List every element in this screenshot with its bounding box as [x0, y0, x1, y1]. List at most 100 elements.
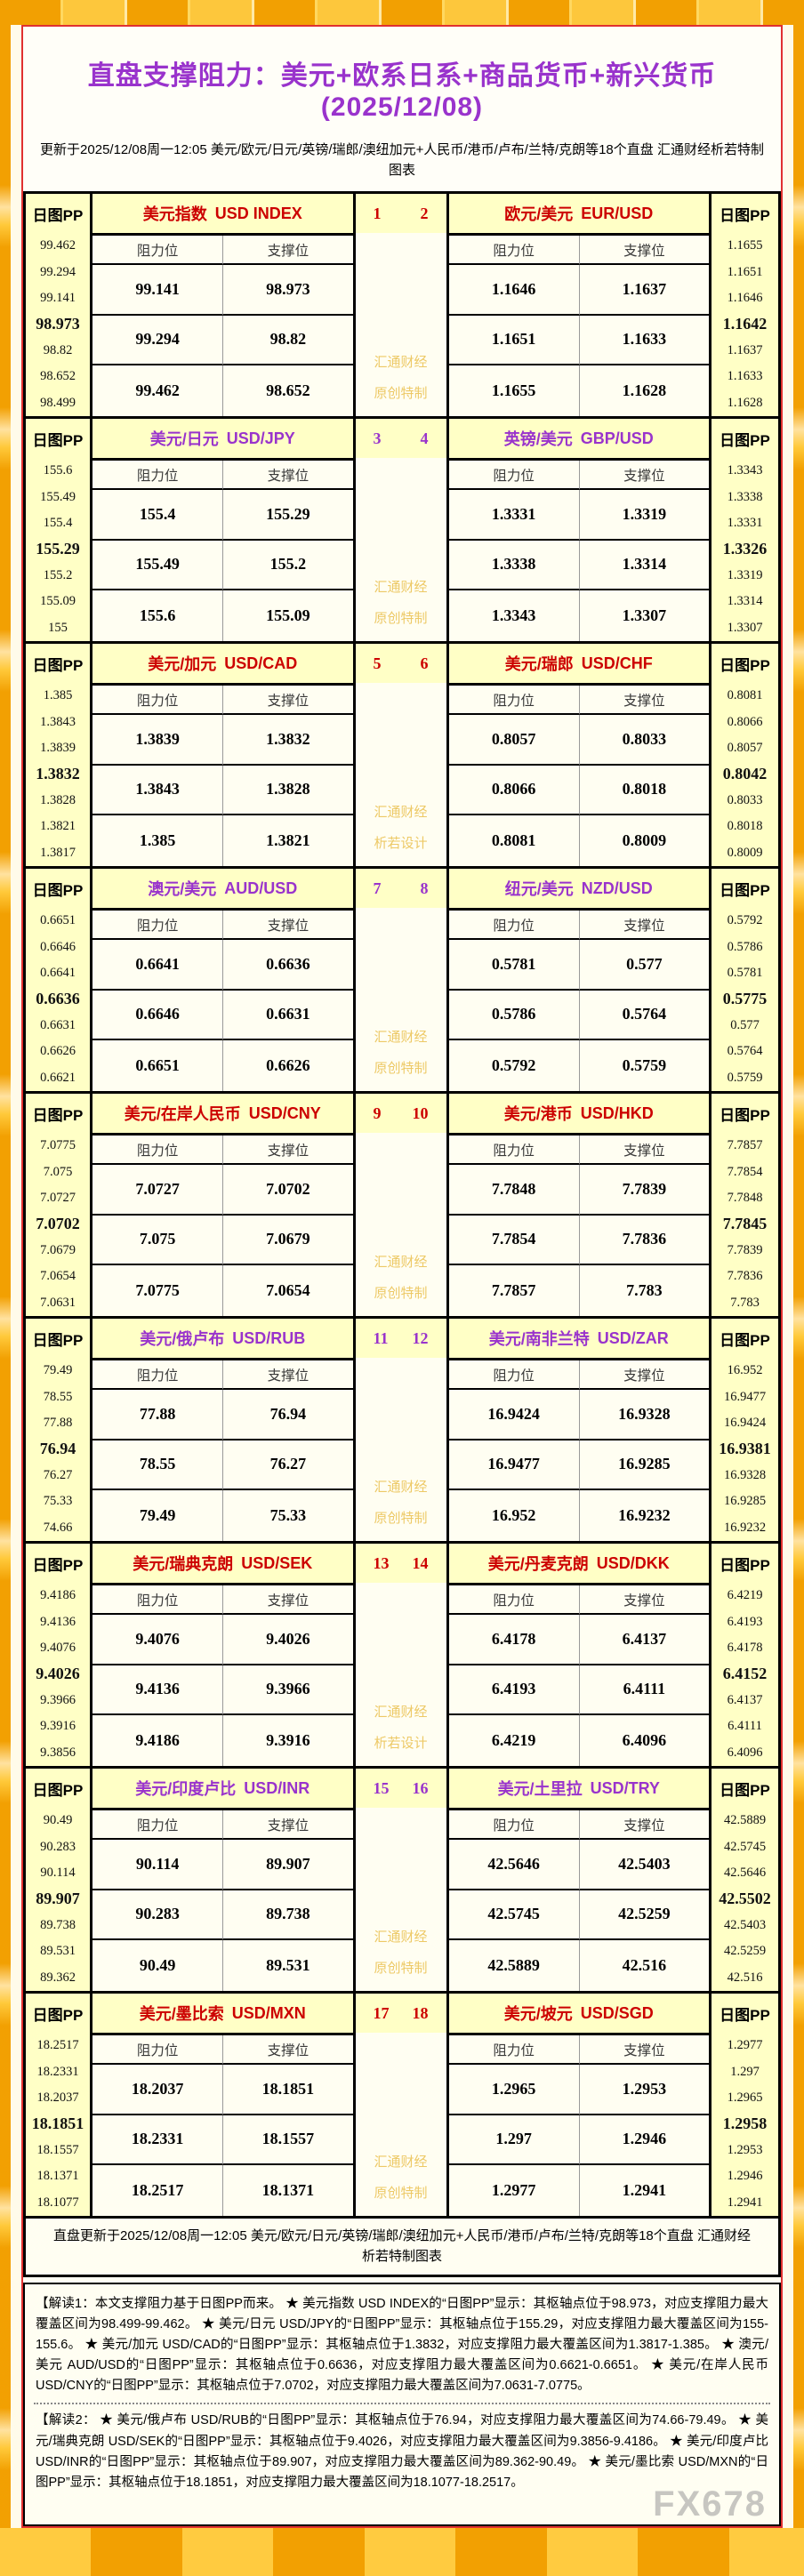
- pp-value: 76.27: [43, 1467, 73, 1482]
- support-resistance-table: 日图PP 99.462 99.294 99.141 98.973 98.82 9…: [23, 191, 781, 2219]
- pp-value: 0.6641: [40, 966, 76, 981]
- support-value: 1.3319: [578, 490, 709, 541]
- support-value: 1.3307: [578, 590, 709, 641]
- pair-name-cn: 纽元/美元: [504, 880, 574, 898]
- support-value: 1.3828: [222, 765, 353, 816]
- levels-table: 阻力位 支撑位 0.5781 0.577 0.5786 0.5764 0.579…: [448, 911, 709, 1091]
- pp-value: 90.283: [40, 1839, 76, 1854]
- support-label: 支撑位: [222, 1810, 353, 1840]
- watermark-cell: 汇通财经 原创特制: [355, 908, 446, 1091]
- resistance-value: 18.2517: [131, 2181, 184, 2200]
- pair-table-right: 英镑/美元 GBP/USD 阻力位 支撑位 1.3331 1.3319 1.33…: [448, 419, 712, 641]
- resistance-value: 155.49: [92, 541, 223, 591]
- currency-pair-block: 日图PP 155.6 155.49 155.4 155.29 155.2 155…: [26, 416, 778, 641]
- support-value: 0.8033: [578, 715, 709, 766]
- support-value: 18.1557: [222, 2115, 353, 2166]
- pp-value: 1.1628: [727, 395, 763, 410]
- pp-value: 89.531: [40, 1944, 76, 1959]
- pp-column-header: 日图PP: [32, 656, 84, 674]
- pair-name-left: 美元/在岸人民币 USD/CNY: [92, 1094, 353, 1136]
- pp-value: 7.7839: [727, 1242, 763, 1257]
- pp-value: 42.516: [727, 1970, 763, 1985]
- pp-pivot-value: 0.6636: [36, 990, 80, 1008]
- pp-value: 99.462: [40, 238, 76, 253]
- pair-name-en: AUD/USD: [224, 879, 298, 897]
- pp-value: 7.783: [730, 1295, 760, 1310]
- pair-number-left: 1: [373, 204, 382, 222]
- levels-table: 阻力位 支撑位 0.8057 0.8033 0.8066 0.8018 0.80…: [448, 686, 709, 866]
- watermark-line: 汇通财经: [374, 1480, 428, 1495]
- resistance-value: 1.3343: [491, 606, 536, 625]
- levels-table: 阻力位 支撑位 1.3839 1.3832 1.3843 1.3828 1.38…: [92, 686, 353, 866]
- resistance-label: 阻力位: [448, 1360, 579, 1390]
- resistance-value: 1.1655: [491, 381, 536, 400]
- brand-watermark: 汇通财经 原创特制: [356, 2147, 446, 2209]
- pair-name-right: 美元/南非兰特 USD/ZAR: [448, 1319, 709, 1360]
- pp-value: 0.5792: [727, 913, 763, 928]
- support-value: 76.94: [222, 1390, 353, 1440]
- support-value: 0.5759: [578, 1040, 709, 1091]
- watermark-line: 原创特制: [374, 1960, 428, 1976]
- resistance-label: 阻力位: [92, 1810, 223, 1840]
- pair-name-left: 美元/加元 USD/CAD: [92, 644, 353, 686]
- resistance-value: 7.075: [92, 1216, 223, 1266]
- levels-table: 阻力位 支撑位 16.9424 16.9328 16.9477 16.9285 …: [448, 1360, 709, 1541]
- pair-name-left: 美元/日元 USD/JPY: [92, 419, 353, 461]
- pair-number-right: 2: [420, 204, 429, 222]
- pp-column-left: 日图PP 7.0775 7.075 7.0727 7.0702 7.0679 7…: [26, 1094, 92, 1316]
- pp-value: 0.6621: [40, 1070, 76, 1085]
- decorative-frame-top: [0, 0, 804, 25]
- pair-number-left: 17: [373, 2003, 390, 2022]
- pair-index-header: 5 6: [355, 644, 446, 683]
- pp-value: 155.2: [43, 567, 73, 582]
- pp-value: 1.1646: [727, 291, 763, 306]
- pp-value: 0.8057: [727, 741, 763, 756]
- currency-pair-block: 日图PP 9.4186 9.4136 9.4076 9.4026 9.3966 …: [26, 1541, 778, 1766]
- pp-column-right: 日图PP 7.7857 7.7854 7.7848 7.7845 7.7839 …: [712, 1094, 778, 1316]
- support-value: 98.973: [222, 265, 353, 316]
- currency-pair-block: 日图PP 18.2517 18.2331 18.2037 18.1851 18.…: [26, 1991, 778, 2216]
- resistance-label: 阻力位: [92, 1360, 223, 1390]
- resistance-value: 79.49: [139, 1506, 176, 1525]
- resistance-value: 90.114: [92, 1840, 223, 1890]
- pp-value: 98.499: [40, 395, 76, 410]
- pp-value: 16.9328: [723, 1467, 767, 1482]
- pair-name-cn: 美元/印度卢比: [135, 1780, 237, 1798]
- resistance-label: 阻力位: [448, 911, 579, 940]
- levels-table: 阻力位 支撑位 1.3331 1.3319 1.3338 1.3314 1.33…: [448, 461, 709, 641]
- pp-value: 1.2946: [727, 2169, 763, 2184]
- pp-value: 1.3817: [40, 845, 76, 860]
- watermark-cell: 汇通财经 原创特制: [355, 2033, 446, 2216]
- support-value: 42.5259: [578, 1890, 709, 1941]
- pp-value: 16.9285: [723, 1494, 767, 1509]
- pp-pivot-value: 1.2958: [722, 2115, 768, 2133]
- resistance-value: 99.294: [92, 316, 223, 366]
- watermark-line: 汇通财经: [374, 580, 428, 595]
- pair-index-column: 7 8 汇通财经 原创特制: [355, 869, 449, 1091]
- pp-column-header: 日图PP: [720, 431, 770, 449]
- resistance-value: 0.5792: [491, 1056, 536, 1075]
- pair-name-en: NZD/USD: [581, 879, 653, 897]
- pair-name-en: EUR/USD: [581, 204, 654, 222]
- pair-table-right: 美元/丹麦克朗 USD/DKK 阻力位 支撑位 6.4178 6.4137 6.…: [448, 1544, 712, 1766]
- pp-column-header: 日图PP: [720, 1556, 770, 1574]
- pp-value: 1.2953: [727, 2142, 763, 2157]
- pp-pivot-value: 155.29: [36, 540, 80, 558]
- support-value: 1.1628: [578, 365, 709, 416]
- pair-table-right: 美元/南非兰特 USD/ZAR 阻力位 支撑位 16.9424 16.9328 …: [448, 1319, 712, 1541]
- pp-value: 79.49: [43, 1363, 73, 1378]
- pair-name-cn: 英镑/美元: [503, 430, 573, 448]
- pp-column-header: 日图PP: [720, 2006, 770, 2024]
- pair-name-cn: 美元/加元: [148, 655, 217, 673]
- pp-pivot-value: 0.8042: [722, 765, 768, 783]
- pp-pivot-value: 98.973: [36, 315, 80, 333]
- pp-value: 89.738: [40, 1917, 76, 1932]
- pair-number-right: 16: [412, 1778, 429, 1797]
- pair-name-en: GBP/USD: [580, 429, 654, 447]
- pp-value: 7.0654: [40, 1269, 76, 1284]
- support-value: 1.3314: [578, 540, 709, 591]
- pair-name-left: 美元/墨比索 USD/MXN: [92, 1994, 353, 2035]
- resistance-label: 阻力位: [448, 2035, 579, 2065]
- pp-pivot-value: 0.5775: [722, 990, 768, 1008]
